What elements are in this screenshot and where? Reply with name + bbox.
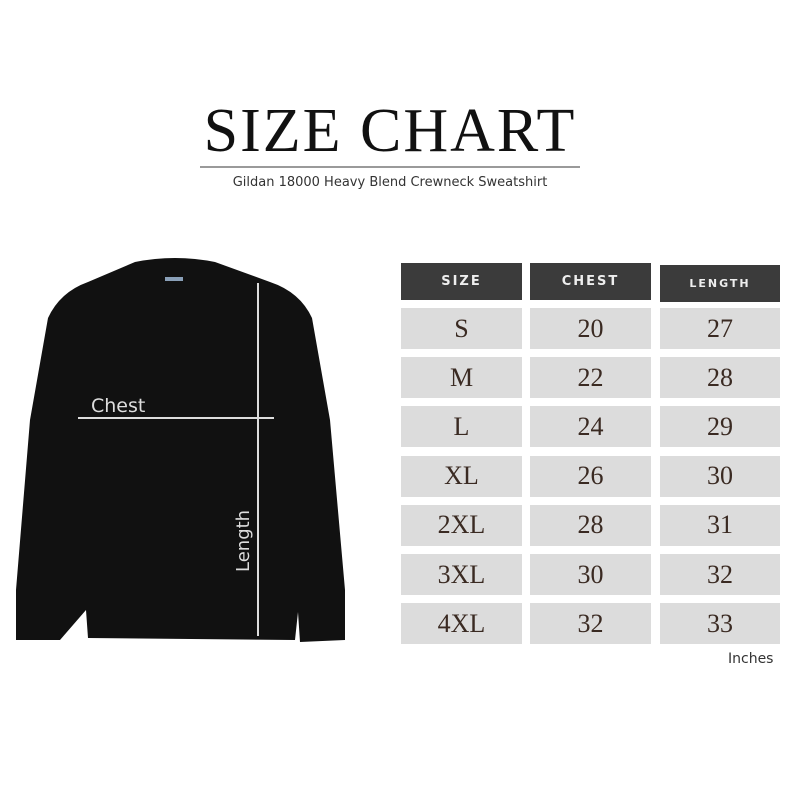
subtitle: Gildan 18000 Heavy Blend Crewneck Sweats… <box>232 175 548 190</box>
unit-label: Inches <box>728 651 774 667</box>
cell-length: 32 <box>660 554 780 595</box>
cell-chest: 30 <box>530 554 651 595</box>
cell-length: 30 <box>660 455 780 497</box>
page-title: SIZE CHART <box>203 97 577 165</box>
title-divider <box>200 166 580 168</box>
sweatshirt-image <box>16 258 345 642</box>
cell-chest: 20 <box>530 308 651 349</box>
header-chest: CHEST <box>530 263 651 300</box>
cell-length: 27 <box>660 308 780 349</box>
cell-size: S <box>401 308 522 349</box>
cell-chest: 32 <box>530 603 651 645</box>
cell-length: 33 <box>660 603 780 645</box>
cell-chest: 26 <box>530 455 651 497</box>
length-label: Length <box>233 510 254 572</box>
header-length: LENGTH <box>660 265 780 302</box>
cell-length: 28 <box>660 357 780 399</box>
header-size: SIZE <box>401 263 522 300</box>
cell-size: XL <box>401 455 522 497</box>
cell-size: 3XL <box>401 554 522 595</box>
cell-size: 4XL <box>401 603 522 645</box>
cell-length: 29 <box>660 406 780 448</box>
cell-chest: 24 <box>530 406 651 448</box>
cell-size: 2XL <box>401 504 522 546</box>
cell-chest: 22 <box>530 357 651 399</box>
collar-tag <box>165 277 183 281</box>
cell-size: L <box>401 406 522 448</box>
cell-length: 31 <box>660 504 780 546</box>
cell-size: M <box>401 357 522 399</box>
cell-chest: 28 <box>530 504 651 546</box>
chest-label: Chest <box>91 395 145 417</box>
